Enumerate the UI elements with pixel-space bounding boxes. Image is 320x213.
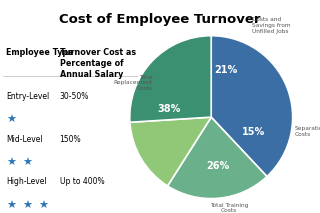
- Text: ★: ★: [22, 201, 32, 210]
- Text: ★: ★: [6, 201, 16, 210]
- Text: 150%: 150%: [60, 135, 81, 144]
- Text: ★: ★: [6, 115, 16, 125]
- Text: 21%: 21%: [214, 65, 237, 75]
- Text: 38%: 38%: [157, 104, 180, 114]
- Text: ★: ★: [22, 158, 32, 168]
- Text: Employee Type: Employee Type: [6, 47, 74, 57]
- Wedge shape: [130, 117, 211, 186]
- Text: 26%: 26%: [206, 161, 229, 171]
- Wedge shape: [168, 117, 267, 199]
- Text: Turnover Cost as
Percentage of
Annual Salary: Turnover Cost as Percentage of Annual Sa…: [60, 47, 136, 79]
- Text: ★: ★: [38, 201, 48, 210]
- Text: 15%: 15%: [242, 127, 265, 137]
- Text: Separation
Costs: Separation Costs: [294, 126, 320, 137]
- Text: Total Training
Costs: Total Training Costs: [210, 203, 248, 213]
- Text: Costs and
Savings from
Unfilled Jobs: Costs and Savings from Unfilled Jobs: [252, 17, 291, 34]
- Wedge shape: [211, 36, 293, 177]
- Text: Total
Replacement
Costs: Total Replacement Costs: [114, 75, 153, 91]
- Wedge shape: [130, 36, 211, 122]
- Text: High-Level: High-Level: [6, 177, 46, 186]
- Text: Up to 400%: Up to 400%: [60, 177, 104, 186]
- Text: Cost of Employee Turnover: Cost of Employee Turnover: [59, 13, 261, 26]
- Text: Mid-Level: Mid-Level: [6, 135, 43, 144]
- Text: Entry-Level: Entry-Level: [6, 92, 49, 101]
- Text: 30-50%: 30-50%: [60, 92, 89, 101]
- Text: ★: ★: [6, 158, 16, 168]
